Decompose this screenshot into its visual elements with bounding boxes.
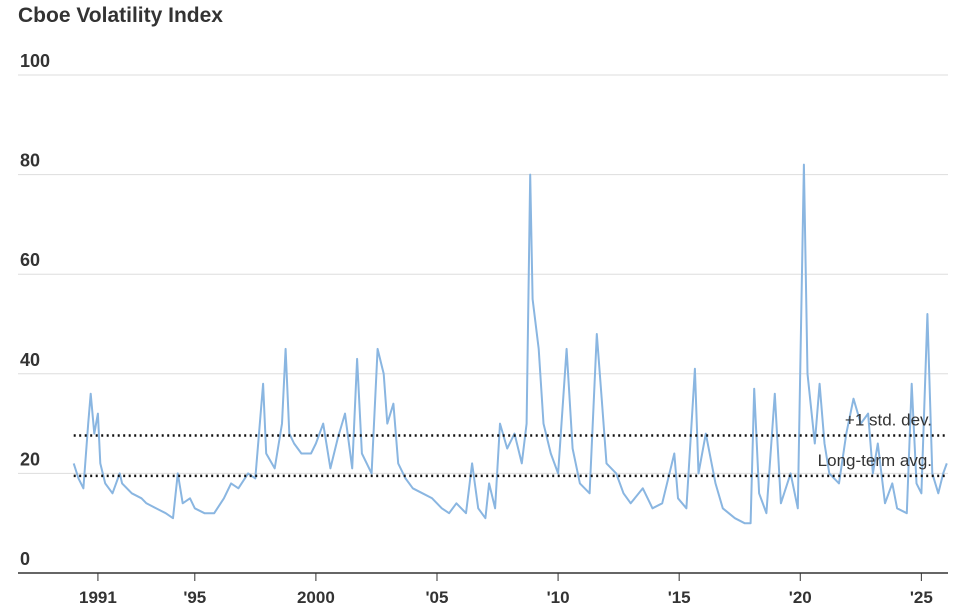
y-tick-label: 20 — [20, 449, 40, 469]
reference-label: Long-term avg. — [818, 451, 932, 470]
x-tick-label: '15 — [668, 588, 691, 607]
y-tick-label: 40 — [20, 350, 40, 370]
y-tick-label: 100 — [20, 51, 50, 71]
x-tick-label: '25 — [910, 588, 933, 607]
y-tick-label: 0 — [20, 549, 30, 569]
y-tick-label: 60 — [20, 250, 40, 270]
x-tick-label: '20 — [789, 588, 812, 607]
x-tick-label: '10 — [547, 588, 570, 607]
chart-title: Cboe Volatility Index — [18, 4, 223, 27]
vix-line — [72, 163, 948, 525]
x-tick-label: '05 — [426, 588, 449, 607]
y-tick-label: 80 — [20, 151, 40, 171]
x-tick-label: 1991 — [79, 588, 117, 607]
x-tick-label: '95 — [183, 588, 206, 607]
x-tick-label: 2000 — [297, 588, 335, 607]
reference-label: +1 std. dev. — [845, 411, 932, 430]
